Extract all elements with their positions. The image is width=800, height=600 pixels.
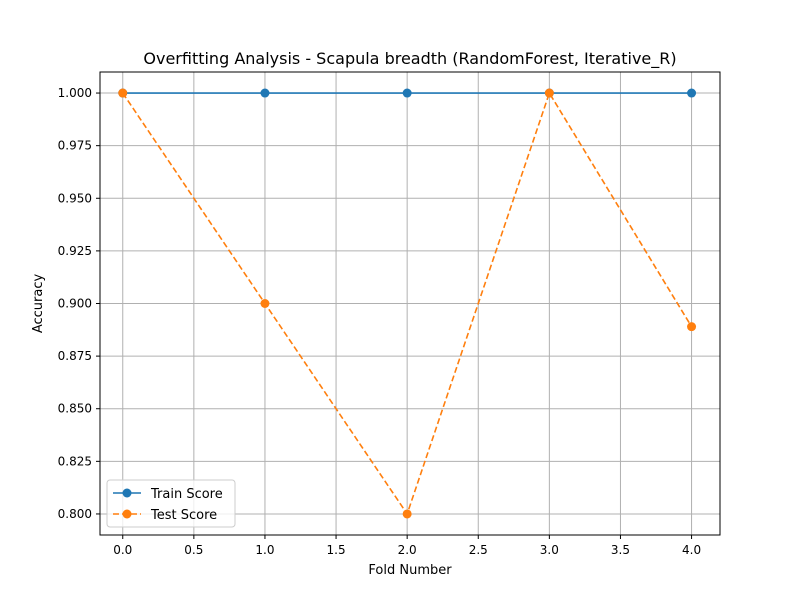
- x-tick-label: 1.0: [255, 543, 274, 557]
- y-tick-label: 0.950: [58, 191, 92, 205]
- y-tick-label: 0.850: [58, 402, 92, 416]
- x-tick-label: 2.5: [469, 543, 488, 557]
- legend-test-score-label: Test Score: [150, 508, 217, 523]
- y-tick-label: 0.825: [58, 454, 92, 468]
- y-tick-label: 0.925: [58, 244, 92, 258]
- x-axis-ticks: 0.0 0.5 1.0 1.5 2.0 2.5 3.0 3.5 4.0: [113, 535, 701, 557]
- y-tick-label: 0.975: [58, 139, 92, 153]
- y-tick-label: 0.875: [58, 349, 92, 363]
- legend-train-score-marker: [122, 488, 132, 498]
- y-tick-label: 1.000: [58, 86, 92, 100]
- legend-train-score-label: Train Score: [150, 487, 223, 502]
- test-score-point: [544, 88, 554, 98]
- x-tick-label: 1.5: [327, 543, 346, 557]
- train-score-point: [687, 88, 697, 98]
- test-score-point: [118, 88, 128, 98]
- test-score-point: [402, 509, 412, 519]
- x-tick-label: 4.0: [682, 543, 701, 557]
- chart-title: Overfitting Analysis - Scapula breadth (…: [143, 49, 676, 69]
- x-tick-label: 0.0: [113, 543, 132, 557]
- test-score-point: [687, 322, 697, 332]
- test-score-point: [260, 299, 270, 308]
- x-axis-label: Fold Number: [368, 563, 452, 578]
- x-tick-label: 0.5: [184, 543, 203, 557]
- legend-box: [106, 479, 236, 528]
- x-tick-label: 2.0: [398, 543, 417, 557]
- y-axis-ticks: 0.800 0.825 0.850 0.875 0.900 0.925 0.950 0.975…: [58, 86, 100, 521]
- y-tick-label: 0.800: [58, 507, 92, 521]
- series-layer: [118, 88, 697, 519]
- legend-test-score-marker: [122, 509, 132, 519]
- y-tick-label: 0.900: [58, 297, 92, 311]
- y-axis-label: Accuracy: [31, 274, 46, 334]
- x-tick-label: 3.0: [540, 543, 559, 557]
- legend: Train Score Test Score: [106, 479, 236, 528]
- train-score-point: [402, 88, 412, 98]
- train-score-point: [260, 88, 270, 98]
- x-tick-label: 3.5: [611, 543, 630, 557]
